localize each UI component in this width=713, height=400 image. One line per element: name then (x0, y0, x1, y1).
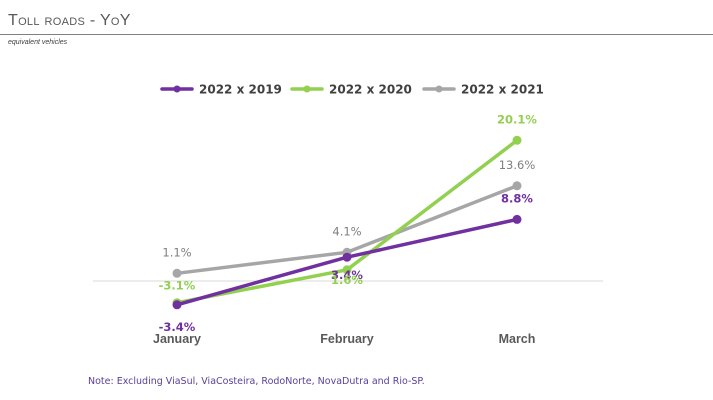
legend-swatch-marker (435, 85, 443, 93)
data-label: 4.1% (332, 224, 361, 238)
data-label: 1.1% (162, 245, 191, 259)
data-label: -3.4% (159, 320, 196, 334)
data-label: 8.8% (501, 191, 533, 205)
legend-swatch-marker (303, 85, 311, 93)
data-label: 3.4% (331, 268, 363, 282)
footnote: Note: Excluding ViaSul, ViaCosteira, Rod… (88, 376, 425, 387)
x-tick-label: February (320, 332, 374, 346)
legend-label: 2022 x 2019 (199, 83, 282, 97)
legend-label: 2022 x 2020 (329, 83, 412, 97)
x-tick-label: March (499, 332, 536, 346)
legend-label: 2022 x 2021 (461, 83, 544, 97)
data-point (342, 265, 352, 275)
data-label: 13.6% (499, 158, 536, 172)
data-label: 20.1% (497, 112, 537, 126)
page-subtitle: equivalent vehicles (8, 39, 68, 46)
page-title: Toll roads - YoY (8, 12, 131, 29)
data-point (172, 300, 182, 310)
data-label: -3.1% (159, 279, 196, 293)
x-tick-label: January (153, 332, 201, 346)
data-point (512, 135, 522, 145)
data-label: 1.6% (331, 273, 363, 287)
title-divider (0, 34, 713, 35)
data-point (512, 214, 522, 224)
legend-swatch-marker (173, 85, 181, 93)
data-point (342, 252, 352, 262)
data-point (172, 268, 182, 278)
data-point (512, 181, 522, 191)
